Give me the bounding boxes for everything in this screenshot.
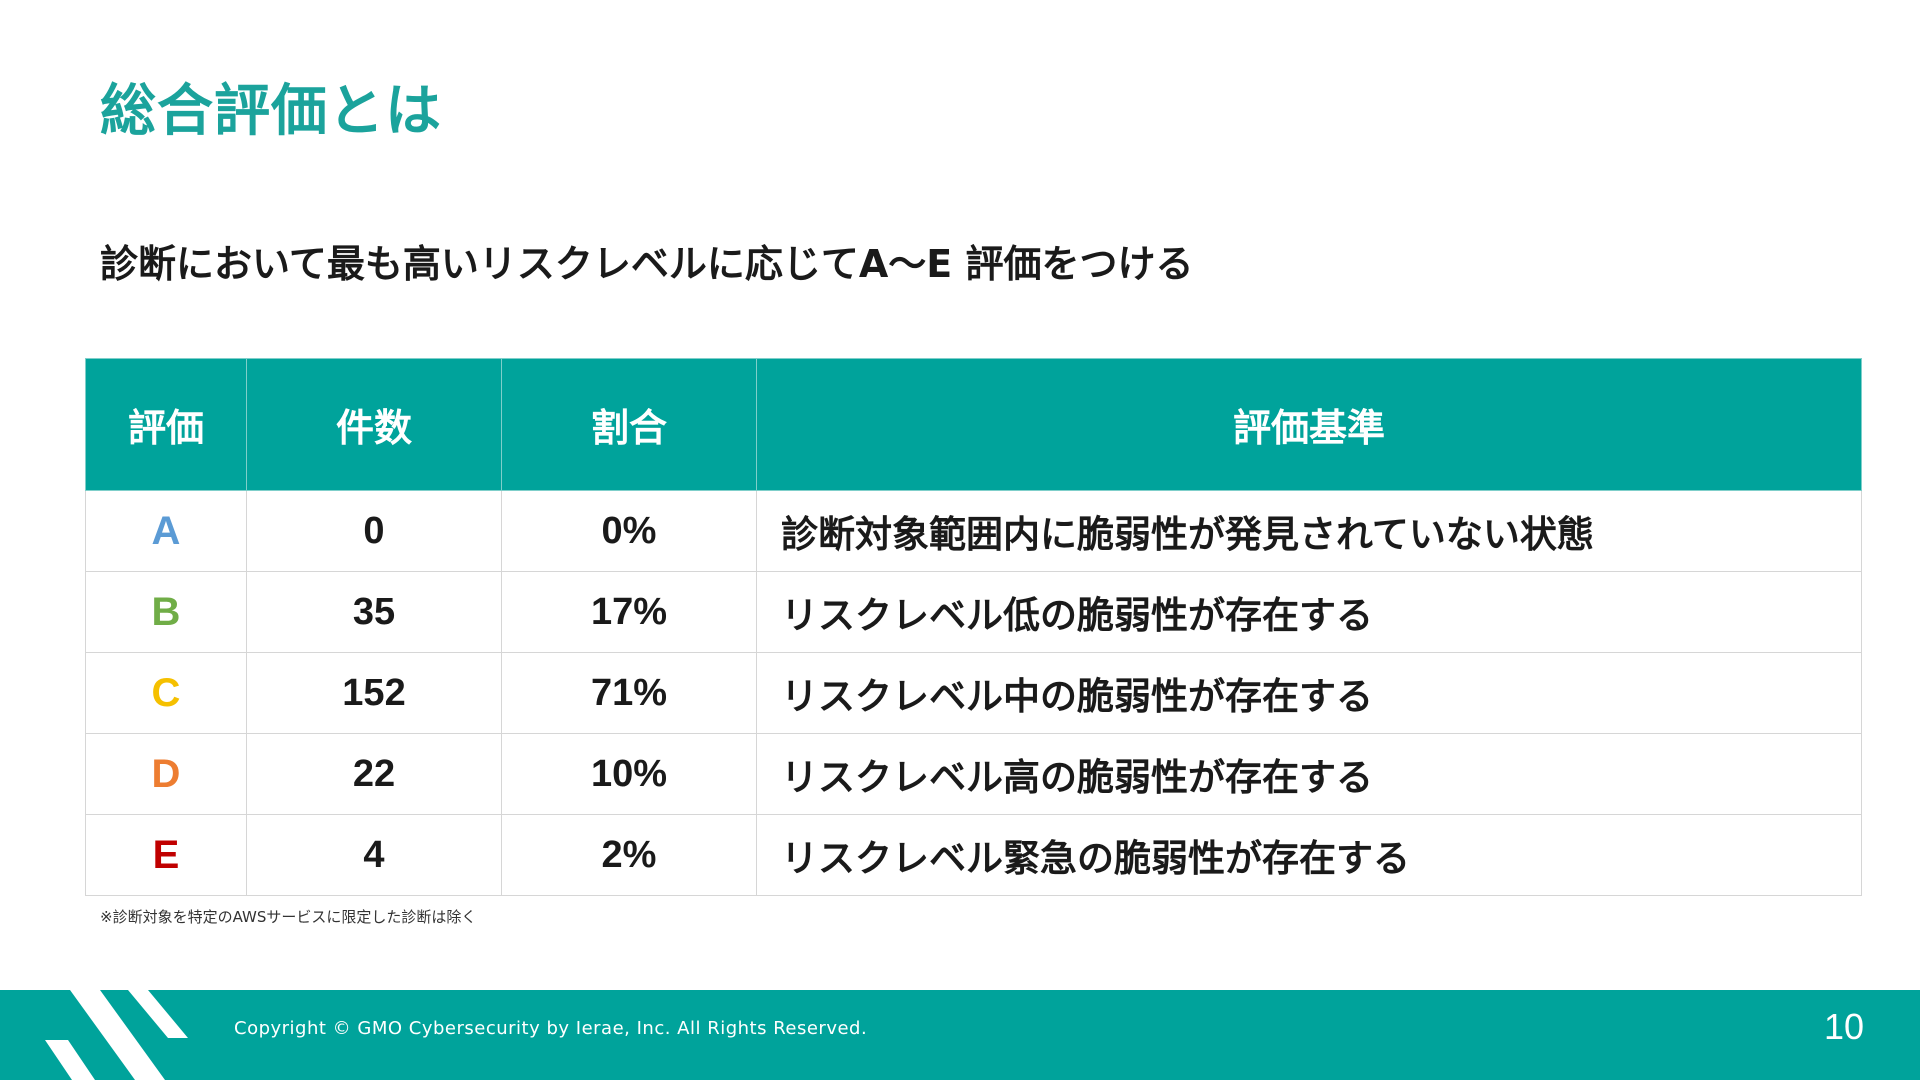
ratio-cell: 0%	[501, 490, 757, 572]
count-cell: 35	[246, 571, 502, 653]
copyright-text: Copyright © GMO Cybersecurity by Ierae, …	[234, 1018, 868, 1039]
ratio-cell: 2%	[501, 814, 757, 896]
ratio-cell: 17%	[501, 571, 757, 653]
company-logo-stripes	[45, 990, 188, 1080]
slide-title: 総合評価とは	[100, 79, 442, 144]
grade-cell: D	[85, 733, 247, 815]
footnote: ※診断対象を特定のAWSサービスに限定した診断は除く	[100, 908, 477, 926]
grade-cell: A	[85, 490, 247, 572]
table-row: A 0 0% 診断対象範囲内に脆弱性が発見されていない状態	[85, 490, 1862, 572]
table-row: B 35 17% リスクレベル低の脆弱性が存在する	[85, 571, 1862, 653]
header-count: 件数	[246, 358, 502, 491]
count-cell: 22	[246, 733, 502, 815]
header-ratio: 割合	[501, 358, 757, 491]
count-cell: 152	[246, 652, 502, 734]
slide-subtitle: 診断において最も高いリスクレベルに応じてA〜E 評価をつける	[100, 242, 1194, 286]
grade-cell: E	[85, 814, 247, 896]
criteria-cell: リスクレベル中の脆弱性が存在する	[756, 652, 1862, 734]
grade-cell: C	[85, 652, 247, 734]
criteria-cell: リスクレベル緊急の脆弱性が存在する	[756, 814, 1862, 896]
count-cell: 0	[246, 490, 502, 572]
criteria-cell: 診断対象範囲内に脆弱性が発見されていない状態	[756, 490, 1862, 572]
grade-cell: B	[85, 571, 247, 653]
table-row: C 152 71% リスクレベル中の脆弱性が存在する	[85, 652, 1862, 734]
ratio-cell: 71%	[501, 652, 757, 734]
header-criteria: 評価基準	[756, 358, 1862, 491]
criteria-cell: リスクレベル高の脆弱性が存在する	[756, 733, 1862, 815]
footer-bar: Copyright © GMO Cybersecurity by Ierae, …	[0, 990, 1920, 1080]
page-number: 10	[1823, 1006, 1864, 1047]
count-cell: 4	[246, 814, 502, 896]
ratio-cell: 10%	[501, 733, 757, 815]
grade-table: 評価 件数 割合 評価基準 A 0 0% 診断対象範囲内に脆弱性が発見されていな…	[85, 358, 1862, 896]
header-grade: 評価	[85, 358, 247, 491]
table-row: E 4 2% リスクレベル緊急の脆弱性が存在する	[85, 814, 1862, 896]
table-row: D 22 10% リスクレベル高の脆弱性が存在する	[85, 733, 1862, 815]
criteria-cell: リスクレベル低の脆弱性が存在する	[756, 571, 1862, 653]
table-header-row: 評価 件数 割合 評価基準	[85, 358, 1862, 491]
